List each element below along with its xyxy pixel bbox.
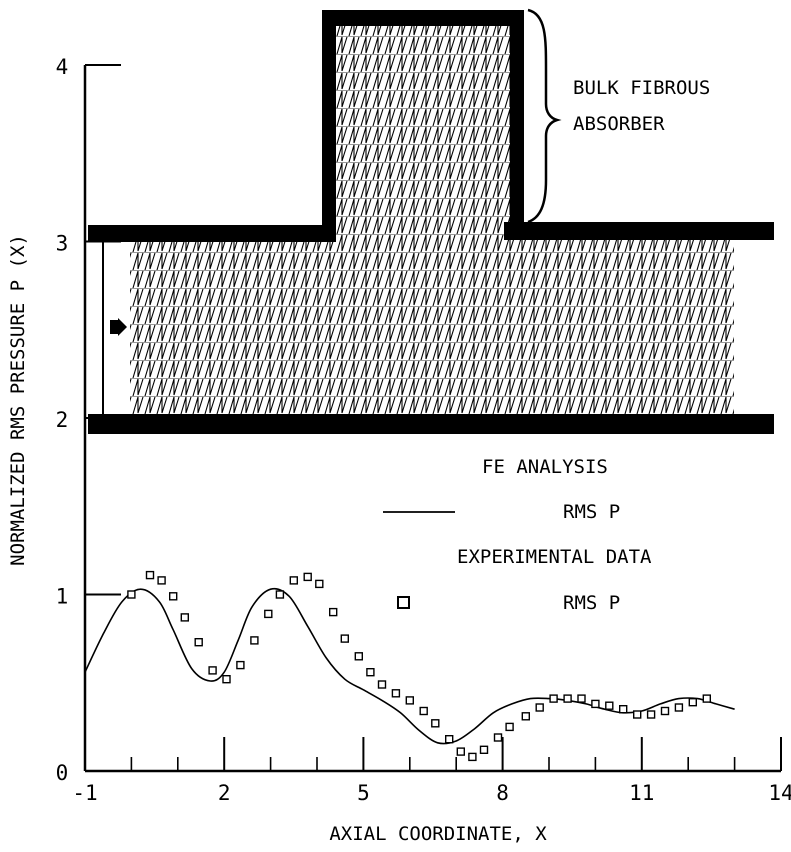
x-tick-label: 8 xyxy=(496,781,509,805)
y-tick-label: 3 xyxy=(56,232,69,256)
experimental-point xyxy=(145,570,155,580)
experimental-point xyxy=(591,699,600,709)
absorber-left-wall xyxy=(322,10,336,242)
experimental-point xyxy=(419,706,428,716)
experimental-point xyxy=(619,705,628,714)
experimental-point xyxy=(468,752,477,762)
legend-exp-heading: EXPERIMENTAL DATA xyxy=(457,546,652,568)
experimental-point xyxy=(505,722,514,732)
y-tick-label: 0 xyxy=(56,761,69,785)
experimental-point xyxy=(236,660,245,670)
experimental-point xyxy=(563,694,572,703)
experimental-point xyxy=(127,590,136,599)
absorber-label-line2: ABSORBER xyxy=(573,113,665,135)
experimental-point xyxy=(366,668,375,677)
experimental-point xyxy=(168,592,178,601)
experimental-point xyxy=(688,698,697,707)
experimental-point xyxy=(377,680,387,689)
experimental-point xyxy=(194,638,203,647)
experimental-point xyxy=(702,694,711,703)
experimental-point xyxy=(431,719,440,728)
x-axis-label: AXIAL COORDINATE, X xyxy=(329,823,547,845)
duct-diagram xyxy=(88,8,774,434)
absorber-vertical-fill xyxy=(330,18,510,240)
experimental-point xyxy=(674,703,684,712)
legend: FE ANALYSIS RMS P EXPERIMENTAL DATA RMS … xyxy=(383,456,652,614)
y-tick-label: 1 xyxy=(56,585,69,609)
flow-arrow-icon xyxy=(110,318,127,336)
experimental-point xyxy=(479,745,489,754)
experimental-point xyxy=(275,590,285,599)
legend-exp-marker-swatch xyxy=(397,596,410,609)
experimental-point xyxy=(289,576,298,585)
fe-analysis-line xyxy=(84,587,735,745)
x-tick-label: 11 xyxy=(629,781,654,805)
experimental-point xyxy=(303,572,312,582)
experimental-point xyxy=(208,666,217,675)
brace-icon xyxy=(527,8,562,224)
x-tick-label: -1 xyxy=(72,781,97,805)
experimental-point xyxy=(391,689,401,698)
duct-bottom-wall xyxy=(88,414,774,434)
x-minor-ticks xyxy=(130,757,736,771)
duct-top-wall-left xyxy=(88,225,336,242)
experimental-point xyxy=(329,607,338,617)
experimental-point xyxy=(222,675,231,684)
experimental-point xyxy=(646,710,656,719)
x-ticks: -1 2 5 8 11 14 xyxy=(72,737,791,805)
experimental-point xyxy=(264,609,273,619)
experimental-point xyxy=(535,703,544,712)
experimental-point xyxy=(354,652,363,661)
legend-exp-entry: RMS P xyxy=(563,592,620,614)
absorber-top-wall xyxy=(322,10,524,26)
absorber-main-fill xyxy=(130,238,734,414)
duct-top-wall-right xyxy=(504,222,774,240)
experimental-point xyxy=(340,634,349,643)
experimental-point xyxy=(605,701,614,710)
legend-fe-entry: RMS P xyxy=(563,501,620,523)
experimental-point xyxy=(633,710,642,719)
experimental-point xyxy=(493,733,503,742)
experimental-point xyxy=(405,696,414,705)
experimental-point xyxy=(315,579,324,589)
x-tick-label: 5 xyxy=(357,781,370,805)
experimental-point xyxy=(549,694,558,703)
y-tick-label: 2 xyxy=(56,408,69,432)
experimental-point xyxy=(456,747,465,756)
absorber-right-wall xyxy=(510,10,524,240)
experimental-point xyxy=(157,576,166,585)
y-ticks: 0 1 2 3 4 xyxy=(56,55,121,785)
y-tick-label: 4 xyxy=(56,55,69,79)
x-tick-label: 14 xyxy=(768,781,791,805)
y-axis-label: NORMALIZED RMS PRESSURE P (X) xyxy=(7,234,29,566)
experimental-point xyxy=(180,613,190,622)
experimental-point xyxy=(660,706,670,716)
experimental-point xyxy=(577,694,586,703)
absorber-label-line1: BULK FIBROUS xyxy=(573,77,710,99)
x-tick-label: 2 xyxy=(218,781,231,805)
axes: 0 1 2 3 4 -1 2 5 8 11 14 xyxy=(56,55,791,805)
experimental-point xyxy=(445,735,454,744)
experimental-point xyxy=(250,636,259,645)
experimental-point xyxy=(521,712,530,721)
legend-fe-heading: FE ANALYSIS xyxy=(482,456,608,478)
experimental-points xyxy=(127,570,711,762)
